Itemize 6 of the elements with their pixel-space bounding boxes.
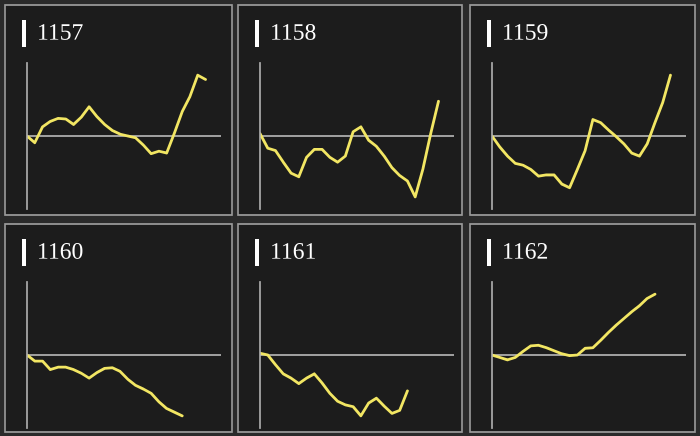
chart-title: 1160 xyxy=(39,242,82,259)
chart-title: 1159 xyxy=(504,24,548,40)
chart-title: 1162 xyxy=(504,243,548,259)
chart-title: 1161 xyxy=(272,243,315,259)
chart-title: 1158 xyxy=(272,24,316,40)
chart-title: 1157 xyxy=(39,24,83,40)
